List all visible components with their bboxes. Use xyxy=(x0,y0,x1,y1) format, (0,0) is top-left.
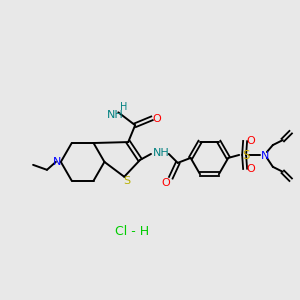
Text: O: O xyxy=(161,178,170,188)
Text: O: O xyxy=(153,114,161,124)
Text: O: O xyxy=(247,136,255,146)
Text: N: N xyxy=(261,151,269,161)
Text: H: H xyxy=(120,102,127,112)
Text: O: O xyxy=(247,164,255,174)
Text: S: S xyxy=(124,176,131,186)
Text: NH: NH xyxy=(107,110,124,120)
Text: NH: NH xyxy=(152,148,169,158)
Text: N: N xyxy=(53,157,61,167)
Text: Cl - H: Cl - H xyxy=(115,225,149,238)
Text: S: S xyxy=(242,149,250,162)
